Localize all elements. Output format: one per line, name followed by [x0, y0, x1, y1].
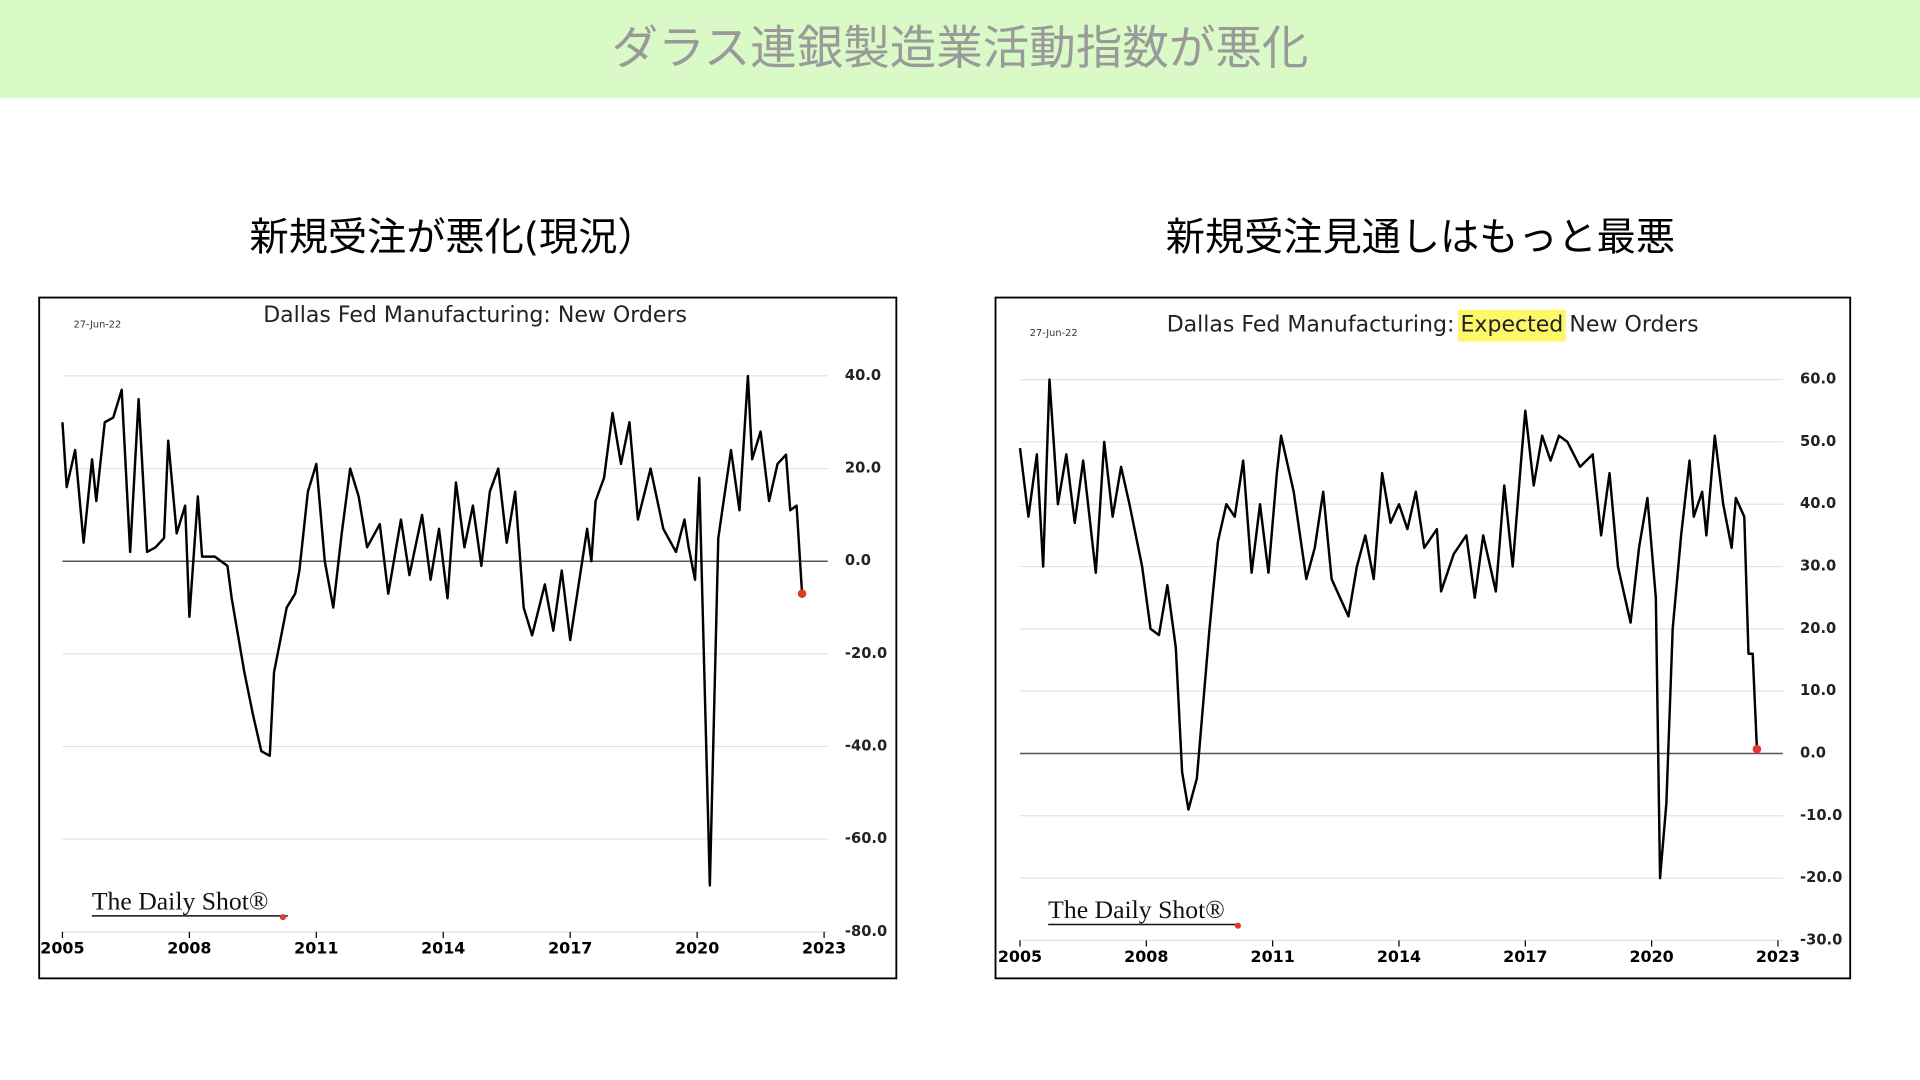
y-tick-label: -80.0 — [845, 923, 887, 940]
y-tick-label: -60.0 — [845, 830, 887, 847]
y-tick-label: 10.0 — [1800, 682, 1836, 699]
chart-frame — [994, 296, 1852, 980]
y-tick-label: 40.0 — [1800, 495, 1836, 512]
date-label: 27-Jun-22 — [73, 319, 121, 330]
y-tick-label: -40.0 — [845, 738, 887, 755]
y-tick-label: 0.0 — [1800, 744, 1826, 761]
header-band — [0, 0, 1920, 98]
y-tick-label: 40.0 — [845, 367, 881, 384]
last-point — [1752, 744, 1762, 754]
chart-heading: 新規受注が悪化(現況） — [250, 216, 657, 261]
date-label: 27-Jun-22 — [1030, 328, 1078, 339]
x-tick-label: 2017 — [548, 938, 592, 957]
source-dot — [1234, 922, 1242, 929]
x-tick-label: 2023 — [1756, 947, 1800, 966]
last-point — [797, 589, 807, 598]
data-line — [61, 374, 804, 887]
title-highlight — [1458, 309, 1566, 342]
x-tick-label: 2023 — [802, 938, 846, 957]
y-tick-label: -30.0 — [1800, 931, 1842, 948]
y-tick-label: -20.0 — [845, 645, 887, 662]
y-tick-label: -10.0 — [1800, 807, 1842, 824]
x-tick-label: 2020 — [1629, 947, 1673, 966]
y-tick-label: 60.0 — [1800, 371, 1836, 388]
slide-title: ダラス連銀製造業活動指数が悪化 — [612, 21, 1309, 75]
y-tick-label: 20.0 — [1800, 620, 1836, 637]
x-tick-label: 2020 — [675, 938, 719, 957]
x-tick-label: 2011 — [1251, 947, 1295, 966]
chart-heading: 新規受注見通しはもっと最悪 — [1166, 216, 1675, 261]
source-logo: The Daily Shot® — [92, 887, 269, 916]
chart-frame — [38, 296, 898, 980]
x-tick-label: 2014 — [1377, 947, 1421, 966]
y-tick-label: 20.0 — [845, 460, 881, 477]
x-tick-label: 2011 — [294, 938, 338, 957]
y-tick-label: -20.0 — [1800, 869, 1842, 886]
x-tick-label: 2005 — [998, 947, 1042, 966]
y-tick-label: 30.0 — [1800, 558, 1836, 575]
chart-title: New Orders — [1569, 313, 1698, 338]
source-logo: The Daily Shot® — [1048, 895, 1225, 924]
chart-title: Dallas Fed Manufacturing: — [1167, 313, 1455, 338]
y-tick-label: 0.0 — [845, 552, 871, 569]
data-line — [1018, 378, 1759, 880]
chart-title: Expected — [1461, 313, 1564, 338]
x-tick-label: 2005 — [40, 938, 84, 957]
x-tick-label: 2017 — [1503, 947, 1547, 966]
x-tick-label: 2014 — [421, 938, 465, 957]
y-tick-label: 50.0 — [1800, 433, 1836, 450]
source-dot — [279, 914, 286, 921]
x-tick-label: 2008 — [167, 938, 211, 957]
x-tick-label: 2008 — [1124, 947, 1168, 966]
chart-title: Dallas Fed Manufacturing: New Orders — [263, 303, 687, 328]
